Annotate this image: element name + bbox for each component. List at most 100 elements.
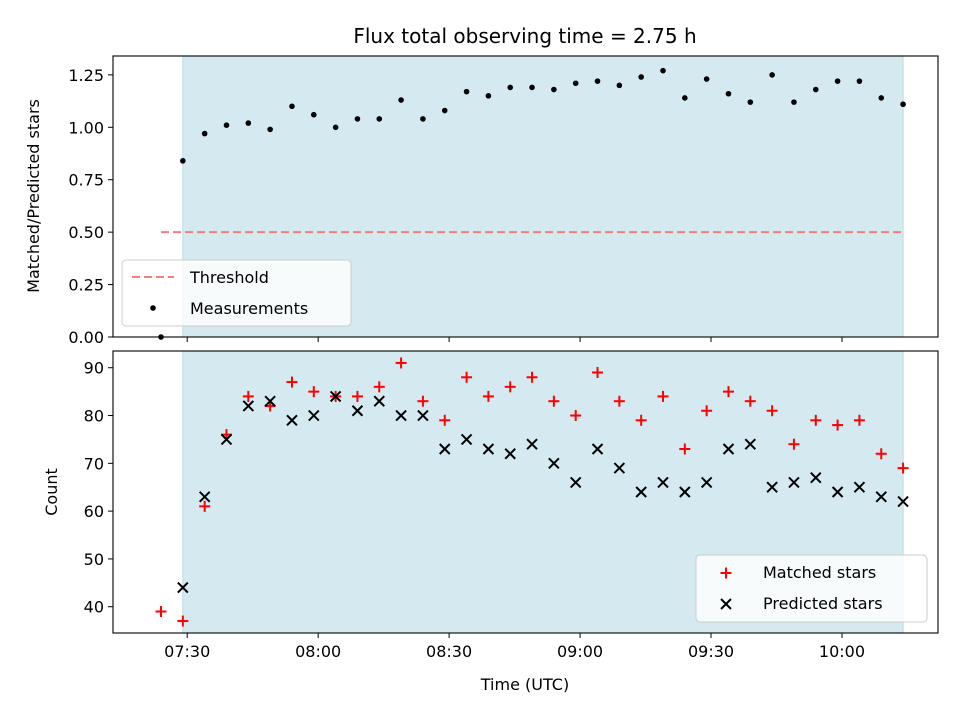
- predicted-star-point: [264, 395, 276, 407]
- matched-star-point: [461, 371, 473, 383]
- matched-star-point: [897, 462, 909, 474]
- measurement-point: [638, 74, 644, 80]
- matched-star-point: [788, 438, 800, 450]
- predicted-star-point: [591, 443, 604, 455]
- predicted-star-point: [788, 476, 800, 489]
- measurement-point: [485, 93, 492, 99]
- predicted-star-point: [744, 438, 757, 450]
- predicted-star-point: [897, 495, 909, 508]
- measurement-point: [747, 99, 754, 105]
- matched-star-point: [439, 414, 451, 426]
- predicted-star-point: [569, 476, 582, 489]
- ratio-legend: Threshold Measurements: [121, 259, 352, 327]
- predicted-star-point: [395, 409, 407, 422]
- measurement-point: [616, 82, 623, 89]
- matched-star-point: [155, 605, 167, 617]
- measurement-point: [289, 103, 295, 110]
- y-tick-label: 60: [84, 502, 104, 521]
- matched-star-point: [570, 410, 582, 422]
- predicted-star-point: [526, 438, 538, 450]
- measurement-point: [856, 78, 863, 84]
- matched-star-point: [351, 390, 363, 402]
- matched-star-point: [722, 386, 734, 398]
- measurements-legend-label: Measurements: [190, 299, 308, 318]
- measurement-point: [201, 130, 208, 137]
- measurement-point: [223, 122, 230, 129]
- chart-title: Flux total observing time = 2.75 h: [353, 24, 696, 48]
- predicted-star-point: [220, 433, 233, 446]
- measurement-point: [398, 97, 404, 103]
- predicted-star-point: [286, 414, 298, 427]
- matched-star-point: [679, 443, 691, 455]
- matched-star-point: [744, 395, 756, 407]
- predicted-stars-legend-swatch: [720, 598, 732, 610]
- y-tick-label: 90: [84, 359, 104, 378]
- matched-star-point: [832, 419, 844, 431]
- y-tick-label: 0.25: [68, 276, 104, 295]
- matched-star-point: [613, 395, 625, 407]
- predicted-star-point: [417, 409, 429, 422]
- measurement-point: [332, 124, 339, 131]
- measurement-point: [682, 95, 688, 101]
- matched-star-point: [592, 367, 604, 379]
- matched-stars-legend-marker: [720, 567, 732, 579]
- measurement-point: [529, 84, 535, 91]
- predicted-star-point: [373, 395, 385, 407]
- matched-star-point: [810, 414, 822, 426]
- matched-star-point: [308, 386, 320, 398]
- measurement-point: [725, 90, 732, 97]
- predicted-star-point: [329, 390, 342, 403]
- measurement-point: [376, 116, 383, 122]
- measurement-point: [441, 107, 448, 114]
- matched-star-point: [875, 448, 887, 460]
- y-tick-label: 0.75: [68, 171, 104, 190]
- predicted-star-point: [460, 433, 473, 446]
- count-data-layer: [155, 357, 909, 627]
- ratio-x-ticks: [186, 337, 843, 342]
- measurement-point: [900, 101, 906, 108]
- x-tick-label: 07:30: [164, 642, 210, 661]
- matched-star-point: [635, 414, 647, 426]
- x-axis-label: Time (UTC): [480, 675, 569, 694]
- predicted-star-point: [613, 462, 626, 474]
- count-y-ticks: 40 50 60 70 80 90: [84, 359, 113, 617]
- x-tick-label: 08:30: [426, 642, 472, 661]
- predicted-star-point: [177, 581, 189, 594]
- matched-star-point: [242, 390, 254, 402]
- y-tick-label: 0.50: [68, 223, 104, 242]
- matched-stars-legend-swatch: [720, 567, 732, 579]
- y-tick-label: 0.00: [68, 328, 104, 347]
- y-tick-label: 80: [84, 407, 104, 426]
- predicted-star-point: [831, 486, 844, 498]
- predicted-stars-legend-label: Predicted stars: [763, 594, 883, 613]
- y-tick-label: 1.00: [68, 118, 104, 137]
- predicted-star-point: [722, 443, 735, 455]
- y-tick-label: 1.25: [68, 66, 104, 85]
- predicted-star-point: [766, 481, 778, 493]
- measurement-point: [572, 80, 579, 87]
- matched-star-point: [177, 615, 189, 627]
- matched-star-point: [199, 500, 211, 512]
- measurement-point: [812, 86, 819, 93]
- predicted-star-point: [242, 400, 255, 412]
- predicted-star-point: [657, 476, 669, 489]
- measurement-point: [769, 72, 775, 78]
- ratio-panel: 0.00 0.25 0.50 0.75 1.00 1.25 Matched/Predict…: [24, 55, 939, 347]
- matched-star-point: [853, 414, 865, 426]
- predicted-star-point: [351, 405, 364, 417]
- measurement-point: [594, 78, 601, 84]
- matched-star-point: [701, 405, 713, 417]
- count-panel: 40 50 60 70 80 90 07:30 08:00 08:30 09:00 09:30 10…: [42, 350, 939, 694]
- predicted-star-point: [198, 491, 211, 503]
- matched-star-point: [373, 381, 385, 393]
- predicted-star-point: [635, 486, 647, 498]
- measurement-point: [791, 99, 797, 105]
- x-tick-label: 10:00: [819, 642, 865, 661]
- ratio-y-ticks: 0.00 0.25 0.50 0.75 1.00 1.25: [68, 66, 113, 347]
- measurement-point: [703, 76, 710, 82]
- measurement-point: [267, 126, 273, 133]
- ratio-y-axis-label: Matched/Predicted stars: [24, 99, 43, 293]
- matched-star-point: [395, 357, 407, 369]
- y-tick-label: 70: [84, 454, 104, 473]
